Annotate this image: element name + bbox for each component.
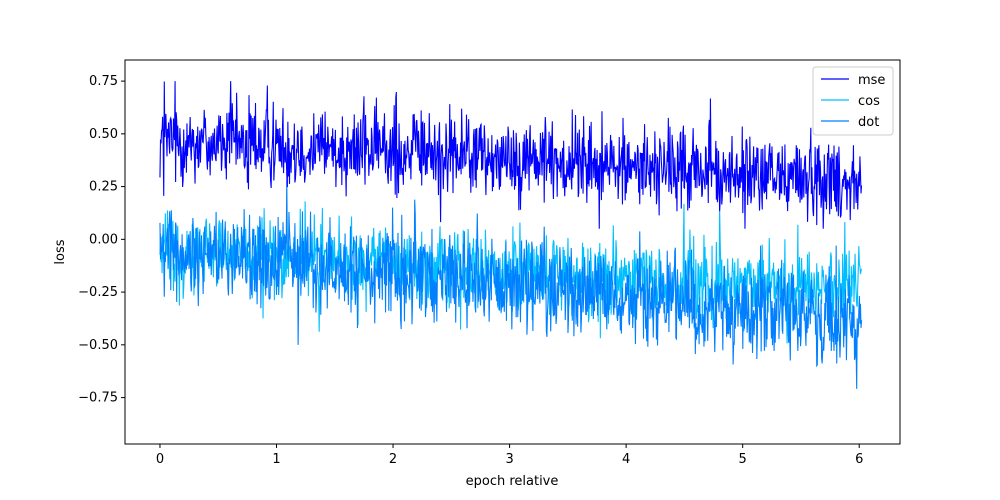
x-tick-label: 6 [855, 452, 863, 467]
x-axis: 0 1 2 3 4 5 6 [156, 444, 863, 467]
x-tick-label: 0 [156, 452, 164, 467]
legend-label-cos: cos [858, 94, 880, 109]
y-tick-label: 0.25 [89, 180, 118, 195]
y-tick-label: 0.00 [89, 232, 118, 247]
x-tick-label: 2 [389, 452, 397, 467]
y-axis-title: loss [53, 239, 68, 264]
y-tick-label: 0.75 [89, 74, 118, 89]
y-tick-label: 0.50 [89, 127, 118, 142]
y-axis: 0.75 0.50 0.25 0.00 −0.25 −0.50 −0.75 [78, 74, 125, 406]
y-tick-label: −0.50 [78, 338, 118, 353]
x-tick-label: 1 [272, 452, 280, 467]
x-axis-title: epoch relative [466, 474, 559, 489]
y-tick-label: −0.25 [78, 285, 118, 300]
series-layer [159, 81, 863, 389]
series-line-mse [159, 81, 863, 229]
legend-box [812, 66, 894, 136]
legend-label-mse: mse [858, 73, 885, 88]
x-tick-label: 5 [739, 452, 747, 467]
legend-label-dot: dot [858, 115, 879, 130]
legend: mse cos dot [812, 66, 894, 136]
plot-frame [124, 59, 901, 445]
series-line-dot [159, 180, 863, 389]
y-tick-label: −0.75 [78, 391, 118, 406]
x-tick-label: 3 [505, 452, 513, 467]
x-tick-label: 4 [622, 452, 630, 467]
